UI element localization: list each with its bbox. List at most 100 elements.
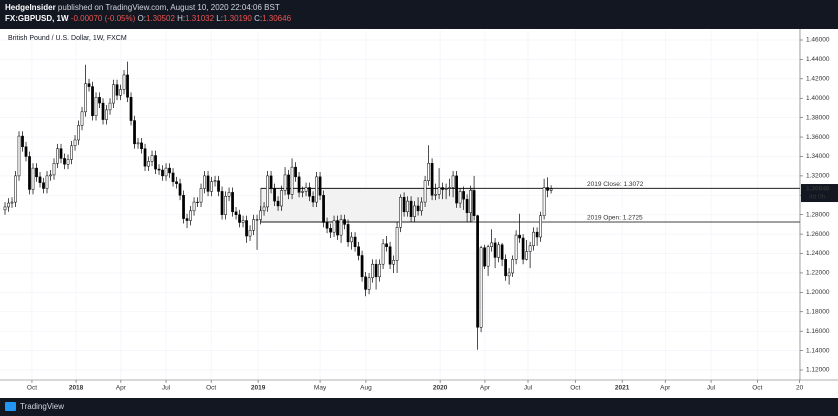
candle-body	[287, 174, 290, 195]
y-tick-label: 1.14000	[806, 347, 830, 354]
candle-body	[304, 187, 308, 192]
candle-body	[518, 234, 521, 239]
candle-body	[189, 210, 192, 221]
candle-body	[56, 148, 59, 164]
candle-body	[213, 180, 217, 182]
footer-bar	[0, 398, 838, 416]
candle-body	[185, 218, 189, 221]
candle-body	[178, 183, 182, 196]
level-label: 2019 Close: 1.3072	[587, 181, 644, 188]
brand[interactable]: TradingView	[20, 402, 64, 411]
plot: 1.12000 1.14000 1.16000 1.18000 1.20000 1.220…	[0, 29, 838, 392]
y-tick-label: 1.24000	[806, 250, 830, 257]
candle-body	[315, 176, 318, 203]
candle-body	[196, 201, 199, 203]
candle-body	[469, 190, 472, 214]
candle-body	[115, 84, 119, 96]
header-line: HedgeInsider published on TradingView.co…	[5, 3, 280, 12]
x-tick-label: 2019	[251, 385, 266, 392]
candle-body	[129, 97, 133, 121]
candle-body	[154, 155, 157, 170]
x-tick-label: Oct	[752, 385, 762, 392]
candle-body	[336, 220, 339, 236]
candle-body	[392, 260, 395, 265]
chart-title: British Pound / U.S. Dollar, 1W, FXCM	[8, 35, 127, 42]
open-value: 1.30502	[146, 14, 175, 23]
x-tick-label: 2021	[615, 385, 630, 392]
candle-body	[157, 168, 161, 171]
published: published on TradingView.com, August 10,…	[58, 3, 280, 12]
author: HedgeInsider	[5, 3, 56, 12]
high-label: H:	[177, 14, 185, 23]
x-tick-label: Jul	[524, 385, 533, 392]
candle-body	[245, 220, 248, 237]
candle-body	[525, 251, 528, 260]
candle-body	[210, 181, 213, 192]
candle-body	[220, 191, 224, 215]
y-tick-label: 1.44000	[806, 56, 830, 63]
candle-body	[94, 97, 98, 116]
candle-body	[472, 190, 476, 216]
x-tick-label: 2020	[433, 385, 448, 392]
candle-body	[133, 120, 136, 145]
candle-body	[31, 167, 35, 190]
candle-body	[346, 224, 350, 243]
x-tick-label: Jul	[162, 385, 171, 392]
candle-body	[70, 145, 73, 160]
candle-body	[224, 196, 227, 215]
candle-body	[290, 166, 294, 195]
candle-body	[332, 220, 336, 233]
candle-body	[150, 155, 154, 162]
candle-body	[367, 277, 371, 290]
y-tick-label: 1.46000	[806, 37, 830, 44]
candle-body	[143, 148, 147, 167]
candle-body	[28, 156, 31, 190]
candle-body	[255, 219, 259, 221]
price-tag-label: 1.30646	[806, 186, 830, 193]
x-tick-label: 20	[796, 385, 804, 392]
candle-body	[301, 191, 304, 193]
candle-body	[231, 192, 234, 213]
candle-body	[350, 236, 353, 243]
y-tick-label: 1.12000	[806, 367, 830, 374]
y-tick-label: 1.34000	[806, 153, 830, 160]
candle-body	[66, 159, 70, 165]
candle-body	[409, 200, 413, 217]
candle-body	[105, 109, 108, 120]
candle-body	[493, 242, 497, 258]
quote-line: FX:GBPUSD, 1W -0.00070 (-0.05%) O:1.3050…	[5, 14, 292, 23]
open-label: O:	[138, 14, 146, 23]
candle-body	[318, 176, 322, 196]
x-tick-label: Jul	[707, 385, 716, 392]
close-label: C:	[254, 14, 262, 23]
candle-body	[77, 125, 80, 141]
x-tick-label: Apr	[480, 385, 491, 392]
candle-body	[535, 231, 539, 238]
candle-body	[360, 255, 364, 278]
symbol: FX:GBPUSD, 1W	[5, 14, 69, 23]
candle-body	[203, 175, 206, 189]
candle-body	[420, 201, 423, 212]
y-tick-label: 1.20000	[806, 289, 830, 296]
candle-body	[10, 201, 14, 204]
level-label: 2019 Open: 1.2725	[587, 215, 643, 222]
candle-body	[182, 195, 185, 219]
candle-body	[266, 175, 269, 208]
candle-body	[427, 163, 430, 181]
candle-body	[238, 214, 241, 223]
candle-body	[252, 219, 255, 231]
candle-body	[378, 263, 381, 278]
candle-body	[353, 236, 357, 247]
candle-body	[280, 190, 283, 207]
candle-body	[175, 181, 178, 184]
candle-body	[521, 237, 525, 260]
candle-body	[311, 196, 315, 203]
candle-body	[248, 229, 252, 237]
candle-body	[24, 146, 28, 157]
candle-body	[21, 135, 24, 148]
candle-body	[476, 215, 479, 328]
candle-body	[532, 231, 535, 247]
candle-body	[455, 175, 458, 204]
candle-body	[374, 263, 378, 278]
